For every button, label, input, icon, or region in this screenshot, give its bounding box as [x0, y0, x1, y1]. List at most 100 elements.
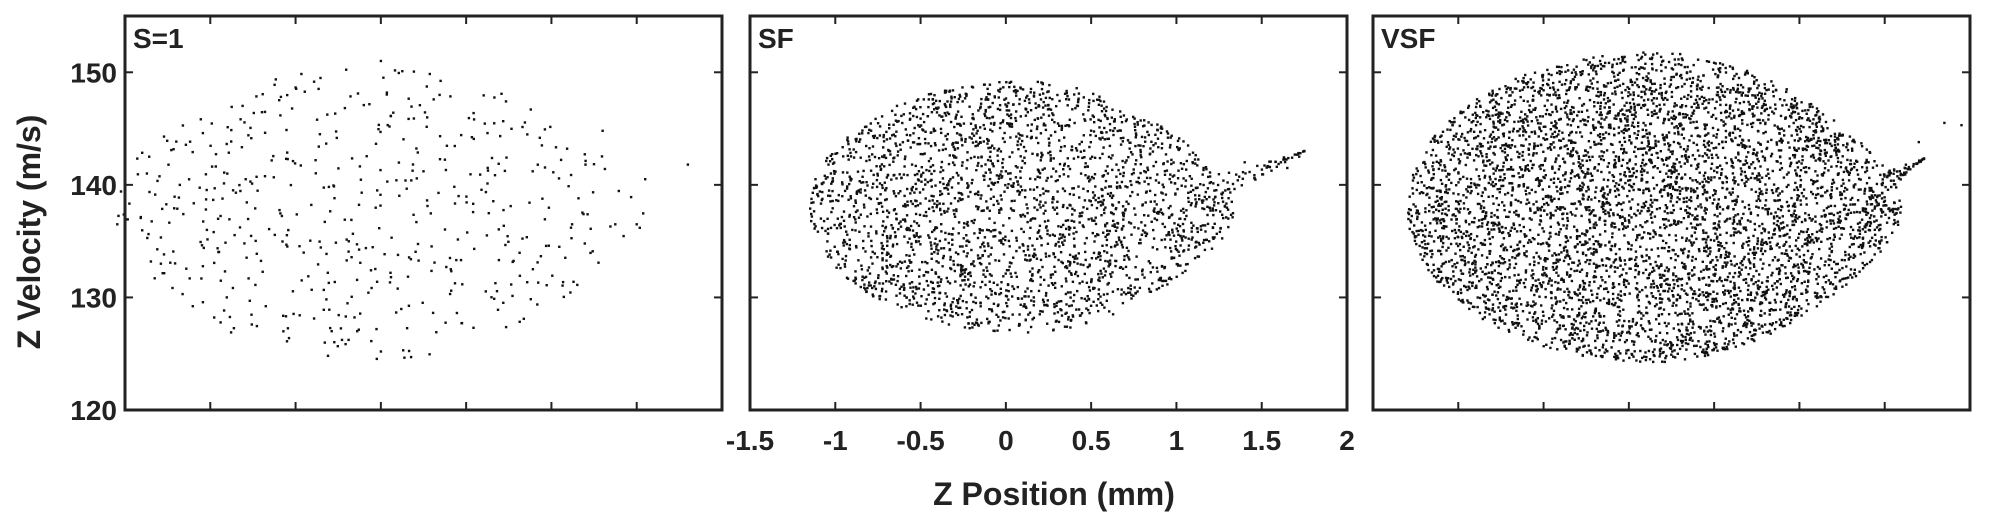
scatter-point	[973, 264, 976, 268]
scatter-point	[989, 197, 993, 200]
scatter-point	[1139, 119, 1142, 122]
scatter-point	[1021, 139, 1024, 143]
scatter-point	[1124, 265, 1128, 269]
scatter-point	[1065, 98, 1068, 101]
scatter-point	[915, 115, 919, 119]
scatter-point	[841, 171, 845, 174]
scatter-point	[1656, 156, 1660, 159]
scatter-point	[848, 243, 851, 247]
scatter-point	[249, 126, 252, 130]
scatter-point	[844, 254, 848, 258]
scatter-point	[1043, 304, 1046, 307]
scatter-point	[1469, 232, 1473, 236]
scatter-point	[1119, 172, 1122, 176]
scatter-point	[848, 215, 851, 218]
scatter-point	[1701, 155, 1704, 158]
scatter-point	[1599, 104, 1602, 108]
scatter-point	[1545, 108, 1549, 112]
scatter-point	[1049, 134, 1053, 137]
scatter-point	[326, 271, 329, 274]
scatter-point	[1689, 332, 1693, 335]
scatter-point	[325, 298, 328, 301]
scatter-point	[255, 175, 258, 178]
scatter-point	[425, 199, 429, 202]
scatter-point	[1159, 131, 1163, 135]
scatter-point	[1880, 197, 1884, 200]
scatter-point	[1011, 313, 1014, 316]
scatter-point	[1067, 318, 1070, 321]
scatter-point	[1642, 314, 1645, 317]
scatter-point	[1497, 128, 1500, 131]
scatter-point	[1515, 209, 1518, 213]
scatter-point	[531, 170, 534, 173]
scatter-point	[1156, 123, 1159, 126]
scatter-point	[307, 275, 310, 278]
scatter-point	[1115, 163, 1118, 166]
scatter-point	[1729, 91, 1732, 94]
scatter-point	[614, 223, 617, 226]
scatter-point	[932, 287, 936, 291]
scatter-point	[1603, 118, 1606, 121]
scatter-point	[809, 207, 812, 210]
scatter-point	[1577, 259, 1581, 262]
scatter-point	[1663, 136, 1666, 139]
scatter-point	[881, 267, 884, 271]
scatter-point	[1054, 130, 1057, 134]
scatter-point	[1090, 203, 1094, 207]
scatter-point	[1750, 324, 1753, 327]
scatter-point	[902, 113, 905, 116]
scatter-point	[863, 189, 867, 192]
scatter-point	[1065, 325, 1069, 328]
scatter-point	[904, 205, 907, 208]
scatter-point	[1104, 179, 1108, 183]
scatter-point	[931, 206, 934, 209]
scatter-point	[1049, 150, 1052, 153]
scatter-point	[161, 207, 164, 211]
scatter-point	[1649, 237, 1652, 240]
scatter-point	[837, 252, 840, 256]
scatter-point	[497, 162, 500, 165]
scatter-point	[1139, 144, 1142, 147]
scatter-point	[1634, 155, 1638, 158]
scatter-point	[1022, 230, 1025, 234]
scatter-point	[943, 308, 946, 311]
scatter-point	[898, 173, 901, 176]
scatter-point	[1648, 57, 1652, 60]
scatter-point	[1703, 188, 1706, 192]
scatter-point	[497, 258, 501, 262]
scatter-point	[863, 283, 866, 286]
scatter-point	[1582, 183, 1585, 186]
scatter-point	[1695, 88, 1699, 91]
scatter-point	[1161, 279, 1164, 283]
scatter-point	[1039, 159, 1042, 162]
scatter-point	[936, 315, 940, 318]
scatter-point	[913, 105, 916, 108]
scatter-point	[1003, 131, 1006, 135]
scatter-point	[1168, 215, 1171, 219]
scatter-point	[1033, 248, 1036, 251]
scatter-point	[1550, 279, 1553, 282]
scatter-point	[932, 209, 935, 213]
scatter-point	[1486, 221, 1490, 224]
scatter-point	[863, 225, 866, 228]
scatter-point	[1202, 238, 1206, 242]
scatter-point	[1192, 224, 1195, 227]
scatter-point	[1160, 238, 1163, 242]
scatter-point	[1103, 274, 1107, 277]
scatter-point	[1759, 121, 1762, 125]
scatter-point	[1060, 124, 1064, 128]
scatter-point	[1619, 294, 1623, 297]
scatter-point	[1099, 301, 1102, 304]
scatter-point	[959, 263, 962, 267]
scatter-point	[1790, 307, 1793, 310]
scatter-point	[1612, 103, 1615, 106]
scatter-point	[891, 243, 895, 246]
scatter-point	[1020, 227, 1023, 231]
scatter-point	[1126, 139, 1130, 142]
scatter-point	[879, 193, 882, 196]
scatter-point	[1686, 293, 1689, 296]
scatter-point	[526, 133, 529, 136]
scatter-point	[1562, 224, 1565, 227]
scatter-point	[1099, 269, 1102, 273]
scatter-point	[1686, 145, 1690, 148]
